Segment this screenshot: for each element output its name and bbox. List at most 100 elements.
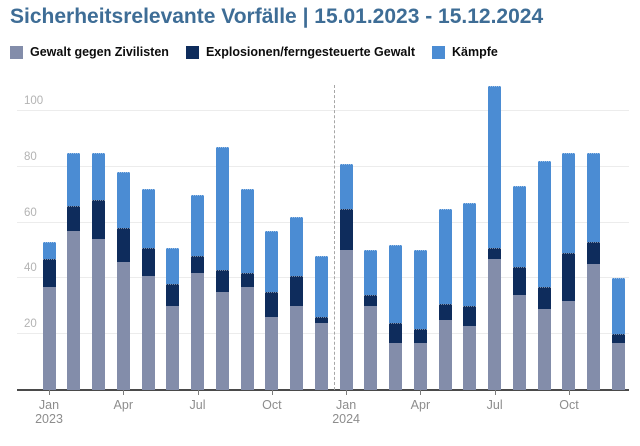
- bar-segment-explosions: [166, 283, 180, 307]
- bar-segment-civilians: [537, 309, 551, 390]
- bar-2023-05: [141, 189, 155, 390]
- x-axis-label: Jan 2024: [316, 398, 376, 426]
- bar-2024-04: [413, 250, 427, 390]
- x-axis-tick: [346, 390, 348, 395]
- bar-segment-explosions: [240, 272, 254, 287]
- bar-segment-civilians: [116, 261, 130, 390]
- bar-segment-battles: [438, 208, 452, 304]
- bar-segment-battles: [166, 247, 180, 284]
- chart-title: Sicherheitsrelevante Vorfälle | 15.01.20…: [10, 5, 544, 28]
- bar-2023-02: [67, 152, 81, 390]
- bar-segment-civilians: [191, 272, 205, 390]
- legend-item: Explosionen/ferngesteuerte Gewalt: [185, 45, 415, 59]
- bar-segment-explosions: [67, 205, 81, 231]
- bar-2023-08: [215, 147, 229, 390]
- x-axis-line: [17, 389, 629, 391]
- y-axis-label-60: 60: [24, 206, 37, 219]
- bar-2024-06: [463, 203, 477, 390]
- bar-segment-civilians: [512, 295, 526, 390]
- bar-segment-explosions: [42, 258, 56, 287]
- legend-swatch: [185, 45, 199, 59]
- bar-segment-battles: [67, 152, 81, 206]
- bar-segment-civilians: [611, 342, 625, 390]
- legend-swatch: [10, 45, 23, 59]
- bar-2023-01: [42, 242, 56, 390]
- bar-2024-10: [562, 152, 576, 390]
- bar-segment-civilians: [314, 323, 328, 390]
- bar-segment-battles: [364, 250, 378, 296]
- x-axis-tick: [568, 390, 570, 395]
- legend-label: Gewalt gegen Zivilisten: [30, 45, 169, 59]
- bar-segment-explosions: [463, 306, 477, 326]
- gridline-60: [17, 221, 629, 223]
- x-axis-year-label: 2023: [35, 412, 63, 426]
- bar-segment-explosions: [611, 334, 625, 343]
- bar-2024-03: [389, 244, 403, 390]
- bar-segment-civilians: [215, 292, 229, 390]
- bar-segment-civilians: [488, 258, 502, 390]
- bar-2023-11: [290, 217, 304, 390]
- bar-segment-civilians: [92, 239, 106, 390]
- x-axis-label: Oct: [262, 398, 282, 412]
- bar-segment-battles: [339, 163, 353, 209]
- chart-plot-area: 20 40 60 80 100 Jan 2023 Apr Jul Oct Jan 2024 Apr Jul…: [17, 83, 629, 426]
- bar-2023-03: [92, 152, 106, 390]
- bar-segment-battles: [92, 152, 106, 201]
- bar-segment-battles: [463, 203, 477, 307]
- bar-segment-battles: [240, 189, 254, 273]
- x-axis-year-label: 2024: [332, 412, 361, 426]
- bar-2024-09: [537, 161, 551, 390]
- bar-segment-civilians: [265, 317, 279, 390]
- x-axis-tick: [420, 390, 422, 395]
- bar-segment-battles: [290, 217, 304, 276]
- bar-segment-civilians: [364, 306, 378, 390]
- bar-segment-explosions: [141, 247, 155, 276]
- bar-segment-battles: [488, 85, 502, 248]
- bar-segment-explosions: [265, 292, 279, 318]
- bar-segment-battles: [116, 172, 130, 229]
- bar-segment-explosions: [191, 256, 205, 273]
- x-axis-label: Jul: [486, 398, 503, 412]
- bar-2024-01: [339, 163, 353, 390]
- bar-2024-07: [488, 85, 502, 390]
- bar-segment-civilians: [141, 275, 155, 390]
- bar-segment-explosions: [389, 323, 403, 343]
- bar-segment-explosions: [364, 295, 378, 307]
- y-axis-label-100: 100: [24, 94, 44, 107]
- bar-segment-civilians: [42, 286, 56, 390]
- y-axis-label-40: 40: [24, 262, 37, 275]
- bar-segment-civilians: [290, 306, 304, 390]
- bar-segment-battles: [413, 250, 427, 329]
- legend-label: Kämpfe: [452, 45, 498, 59]
- bar-segment-battles: [562, 152, 576, 254]
- bar-segment-battles: [215, 147, 229, 271]
- gridline-80: [17, 165, 629, 167]
- bar-segment-explosions: [92, 200, 106, 240]
- legend-item: Gewalt gegen Zivilisten: [10, 45, 169, 59]
- bar-segment-civilians: [166, 306, 180, 390]
- bar-2024-05: [438, 208, 452, 390]
- bar-2024-02: [364, 250, 378, 390]
- bar-segment-explosions: [438, 303, 452, 321]
- bar-segment-civilians: [389, 342, 403, 390]
- x-axis-tick: [123, 390, 125, 395]
- bar-segment-explosions: [413, 328, 427, 343]
- x-axis-tick: [271, 390, 273, 395]
- bar-2024-12: [611, 278, 625, 390]
- bar-segment-civilians: [463, 325, 477, 390]
- bar-segment-civilians: [413, 342, 427, 390]
- bar-segment-explosions: [587, 242, 601, 265]
- bar-2023-04: [116, 172, 130, 390]
- gridline-100: [17, 109, 629, 111]
- bar-segment-civilians: [562, 300, 576, 390]
- bar-segment-civilians: [587, 264, 601, 390]
- bar-segment-battles: [537, 161, 551, 287]
- bar-segment-battles: [265, 230, 279, 293]
- x-axis-tick: [494, 390, 496, 395]
- bar-2023-07: [191, 194, 205, 390]
- bar-segment-battles: [611, 278, 625, 335]
- x-axis-label: Jan 2023: [19, 398, 79, 426]
- bar-segment-civilians: [240, 286, 254, 390]
- x-axis-tick: [197, 390, 199, 395]
